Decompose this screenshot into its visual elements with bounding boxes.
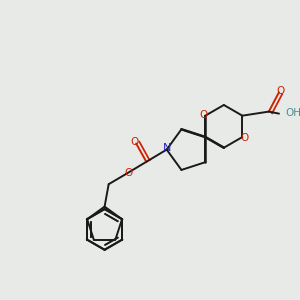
Text: O: O: [130, 137, 139, 147]
Text: N: N: [163, 143, 171, 154]
Text: OH: OH: [285, 108, 300, 118]
Text: O: O: [199, 110, 207, 120]
Text: O: O: [276, 86, 284, 96]
Text: O: O: [241, 133, 249, 142]
Text: O: O: [124, 168, 133, 178]
